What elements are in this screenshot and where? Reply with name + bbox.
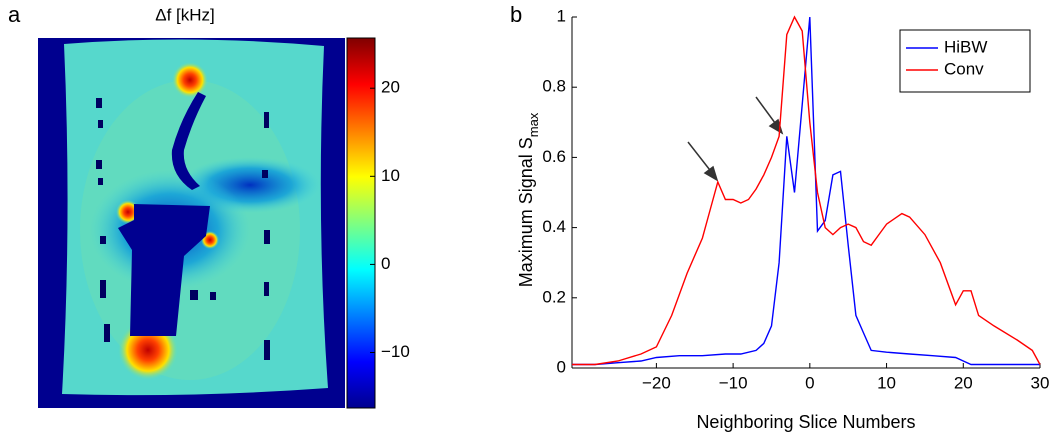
colorbar-tick-label: 20 <box>381 78 400 97</box>
x-tick-label: 10 <box>877 373 896 392</box>
x-tick-label: −20 <box>642 373 671 392</box>
y-tick-label: 0.4 <box>542 217 566 236</box>
colorbar-tick-label: −10 <box>381 342 410 361</box>
data-line <box>572 16 1040 366</box>
y-axis-label: Maximum Signal Smax <box>516 112 542 287</box>
colorbar-tick-label: 0 <box>381 254 390 273</box>
y-tick-label: 0.8 <box>542 77 566 96</box>
panel-label: b <box>510 2 522 27</box>
chart-title: Δf [kHz] <box>155 5 215 24</box>
y-tick-label: 1 <box>557 6 566 25</box>
x-tick-label: −10 <box>719 373 748 392</box>
y-label-main: Maximum Signal S <box>516 137 536 287</box>
colorbar <box>346 37 376 409</box>
y-tick-label: 0 <box>557 357 566 376</box>
field-map <box>38 38 345 408</box>
legend-label: Conv <box>944 59 984 78</box>
panel-label: a <box>8 2 21 27</box>
x-tick-label: 30 <box>1031 373 1050 392</box>
y-tick-label: 0.6 <box>542 147 566 166</box>
x-axis-label: Neighboring Slice Numbers <box>696 412 915 432</box>
x-tick-label: 0 <box>805 373 814 392</box>
x-tick-label: 20 <box>954 373 973 392</box>
y-label-subscript: max <box>526 112 541 137</box>
colorbar-tick-label: 10 <box>381 166 400 185</box>
legend-label: HiBW <box>944 37 987 56</box>
data-line <box>572 15 1041 366</box>
annotation-arrows <box>687 96 784 182</box>
legend-box <box>899 29 1031 93</box>
y-tick-label: 0.2 <box>542 287 566 306</box>
